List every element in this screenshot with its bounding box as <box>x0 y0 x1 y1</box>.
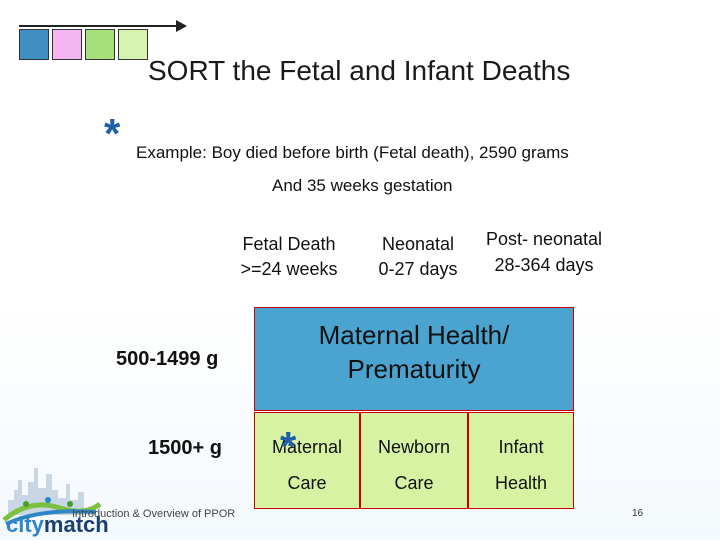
footer-text: Introduction & Overview of PPOR <box>72 508 236 520</box>
neonatal-header-line2: 0-27 days <box>378 259 458 279</box>
neonatal-header-line1: Neonatal <box>381 234 455 254</box>
row-label-1500-plus: 1500+ g <box>148 437 222 459</box>
column-header-fetal: Fetal Death >=24 weeks <box>222 232 356 282</box>
maternal-care-line2: Care <box>287 473 327 493</box>
maternal-care-line1: Maternal <box>271 437 343 457</box>
newborn-care-line2: Care <box>394 473 434 493</box>
row-label-500-1499: 500-1499 g <box>116 348 219 370</box>
skyline-icon <box>2 468 102 526</box>
maternal-health-line1: Maternal Health/ <box>318 320 510 350</box>
star-marker-icon: * <box>280 423 297 470</box>
fetal-header-line1: Fetal Death <box>242 234 336 254</box>
infant-health-line2: Health <box>494 473 548 493</box>
maternal-care-box: Maternal Care <box>254 412 360 509</box>
slide-title: SORT the Fetal and Infant Deaths <box>148 55 571 86</box>
color-square-blue <box>19 29 49 60</box>
page-number: 16 <box>632 508 644 519</box>
column-header-postneonatal: Post- neonatal 28-364 days <box>470 226 618 278</box>
infant-health-line1: Infant <box>498 437 544 457</box>
fetal-header-line2: >=24 weeks <box>240 259 338 279</box>
progress-arrow-line <box>19 25 179 27</box>
maternal-health-line2: Prematurity <box>347 354 481 384</box>
color-square-pink <box>52 29 82 60</box>
citymatch-logo: citymatch <box>0 460 110 540</box>
logo-text-match: match <box>43 512 109 537</box>
logo-text-city: city <box>6 512 44 537</box>
postneonatal-header-line1: Post- neonatal <box>485 229 603 249</box>
example-text-line1: Example: Boy died before birth (Fetal de… <box>136 143 569 162</box>
newborn-care-box: Newborn Care <box>360 412 468 509</box>
maternal-health-prematurity-box: Maternal Health/ Prematurity <box>254 307 574 411</box>
color-square-green <box>85 29 115 60</box>
postneonatal-header-line2: 28-364 days <box>494 255 594 275</box>
example-text-line2: And 35 weeks gestation <box>272 176 453 195</box>
arrow-right-icon <box>176 20 187 32</box>
color-square-lightgreen <box>118 29 148 60</box>
newborn-care-line1: Newborn <box>377 437 451 457</box>
column-header-neonatal: Neonatal 0-27 days <box>366 232 470 282</box>
star-bullet-icon: * <box>104 110 121 157</box>
infant-health-box: Infant Health <box>468 412 574 509</box>
